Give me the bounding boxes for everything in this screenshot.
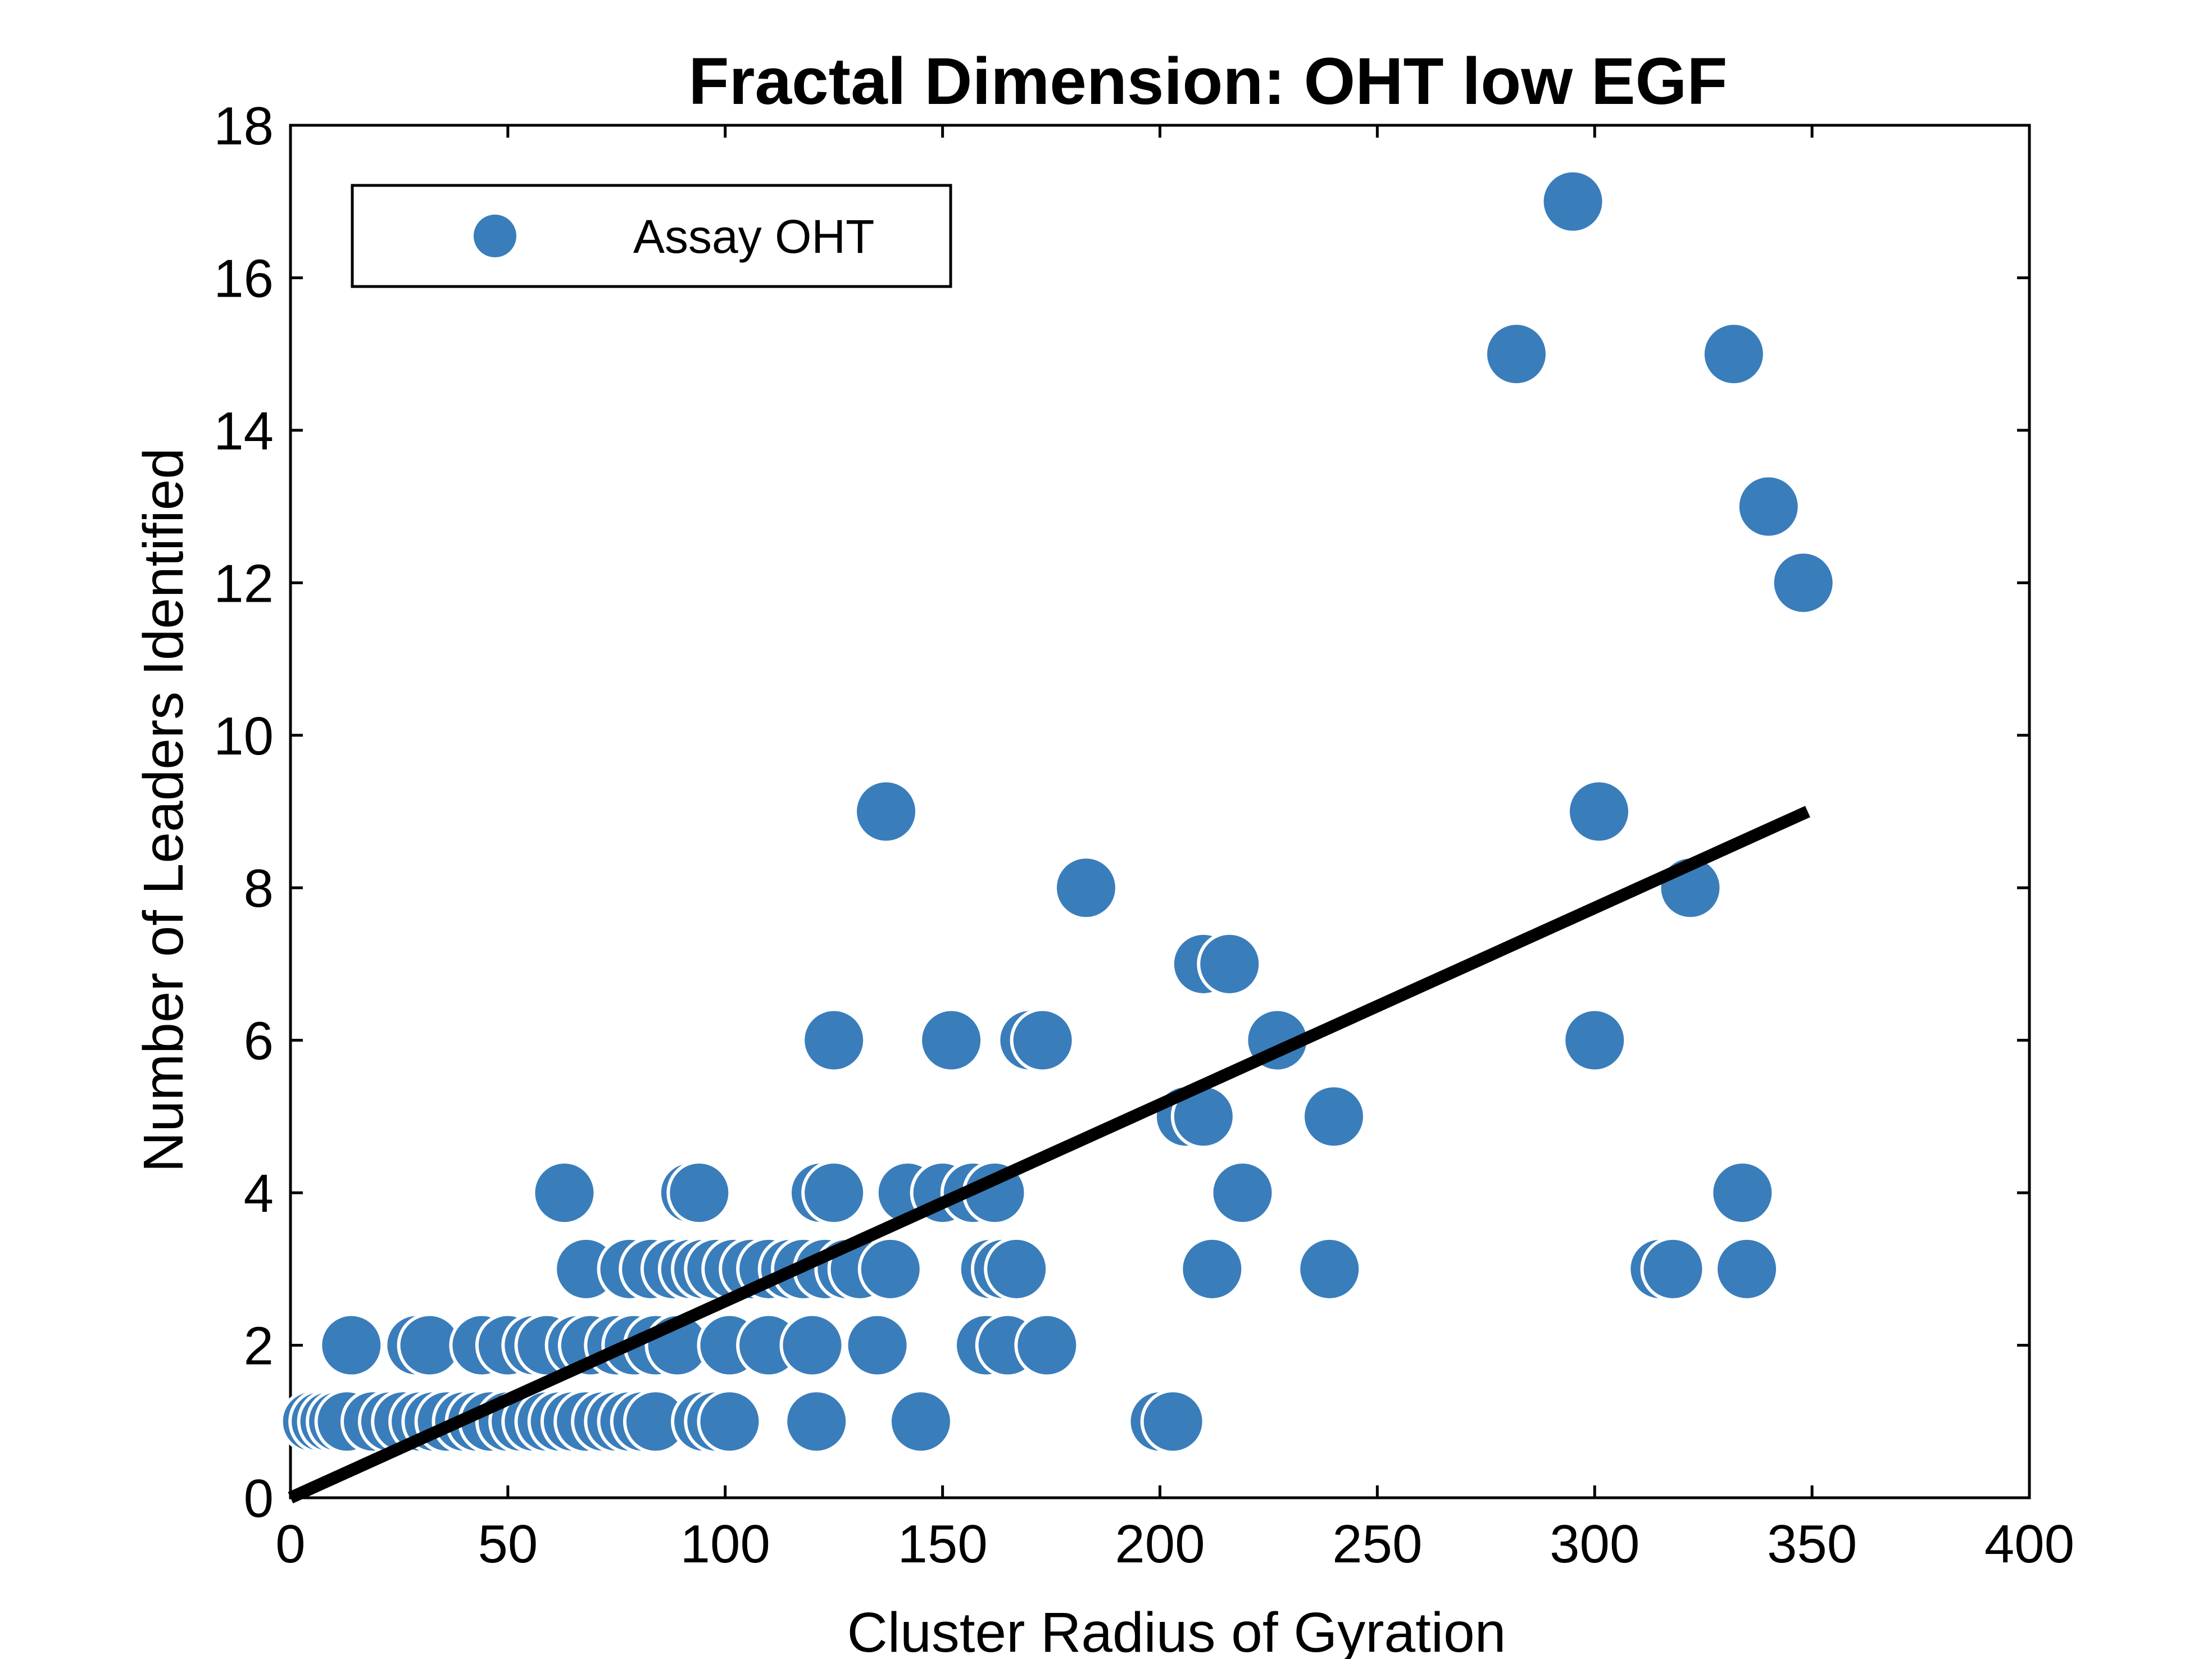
y-tick-label: 2	[244, 1316, 274, 1376]
legend-label: Assay OHT	[633, 210, 874, 263]
data-point	[1566, 779, 1632, 844]
data-point	[1014, 1312, 1080, 1378]
legend: Assay OHT	[351, 184, 952, 288]
fit-line	[288, 806, 1810, 1504]
y-tick-label: 16	[214, 248, 274, 308]
data-point	[801, 1160, 867, 1226]
data-point	[1053, 855, 1119, 921]
data-point	[697, 1389, 762, 1455]
y-tick-label: 18	[214, 96, 274, 156]
data-point	[1297, 1236, 1362, 1302]
data-point	[1197, 931, 1262, 997]
fit-line-layer	[288, 806, 1810, 1504]
chart-title: Fractal Dimension: OHT low EGF	[689, 44, 1728, 119]
x-tick-label: 300	[1550, 1514, 1639, 1574]
x-tick-label: 250	[1332, 1514, 1422, 1574]
data-point	[784, 1389, 850, 1455]
y-tick-label: 12	[214, 553, 274, 613]
y-tick-label: 6	[244, 1011, 274, 1071]
legend-box	[351, 184, 952, 288]
data-point	[853, 779, 919, 844]
data-point	[1701, 321, 1766, 387]
data-point	[1736, 474, 1801, 539]
data-point	[1710, 1160, 1775, 1226]
data-point	[1714, 1236, 1780, 1302]
data-point	[844, 1312, 910, 1378]
data-point	[888, 1389, 953, 1455]
y-tick-label: 8	[244, 858, 274, 919]
data-point	[919, 1007, 984, 1073]
data-point	[666, 1160, 732, 1226]
x-tick-label: 150	[898, 1514, 988, 1574]
x-tick-label: 400	[1984, 1514, 2074, 1574]
data-point	[857, 1236, 923, 1302]
data-point	[1483, 321, 1549, 387]
scatter-series	[279, 169, 1836, 1455]
y-axis-label: Number of Leaders Identified	[132, 448, 195, 1172]
data-point	[1179, 1236, 1245, 1302]
data-point	[319, 1312, 384, 1378]
data-point	[1140, 1389, 1206, 1455]
x-tick-label: 0	[275, 1514, 305, 1574]
data-point	[1010, 1007, 1075, 1073]
legend-marker	[474, 215, 516, 257]
x-tick-label: 50	[478, 1514, 538, 1574]
x-axis-label: Cluster Radius of Gyration	[847, 1601, 1506, 1659]
data-point	[1540, 169, 1606, 234]
data-point	[1562, 1007, 1628, 1073]
data-point	[1210, 1160, 1275, 1226]
data-point	[1301, 1084, 1366, 1149]
data-point	[1640, 1236, 1706, 1302]
y-tick-label: 14	[214, 401, 274, 461]
axis-ticks: 0 50 100 150 200 250 300 350 400 0 2 4 6 8 10 12 14 16 18	[214, 96, 2074, 1574]
data-point	[801, 1007, 867, 1073]
y-tick-label: 4	[244, 1163, 274, 1224]
y-tick-label: 10	[214, 706, 274, 766]
x-tick-label: 200	[1115, 1514, 1205, 1574]
data-point	[984, 1236, 1050, 1302]
data-point	[1770, 550, 1836, 616]
x-tick-label: 100	[680, 1514, 770, 1574]
data-point	[532, 1160, 597, 1226]
data-point	[779, 1312, 845, 1378]
y-tick-label: 0	[244, 1469, 274, 1529]
x-tick-label: 350	[1767, 1514, 1857, 1574]
